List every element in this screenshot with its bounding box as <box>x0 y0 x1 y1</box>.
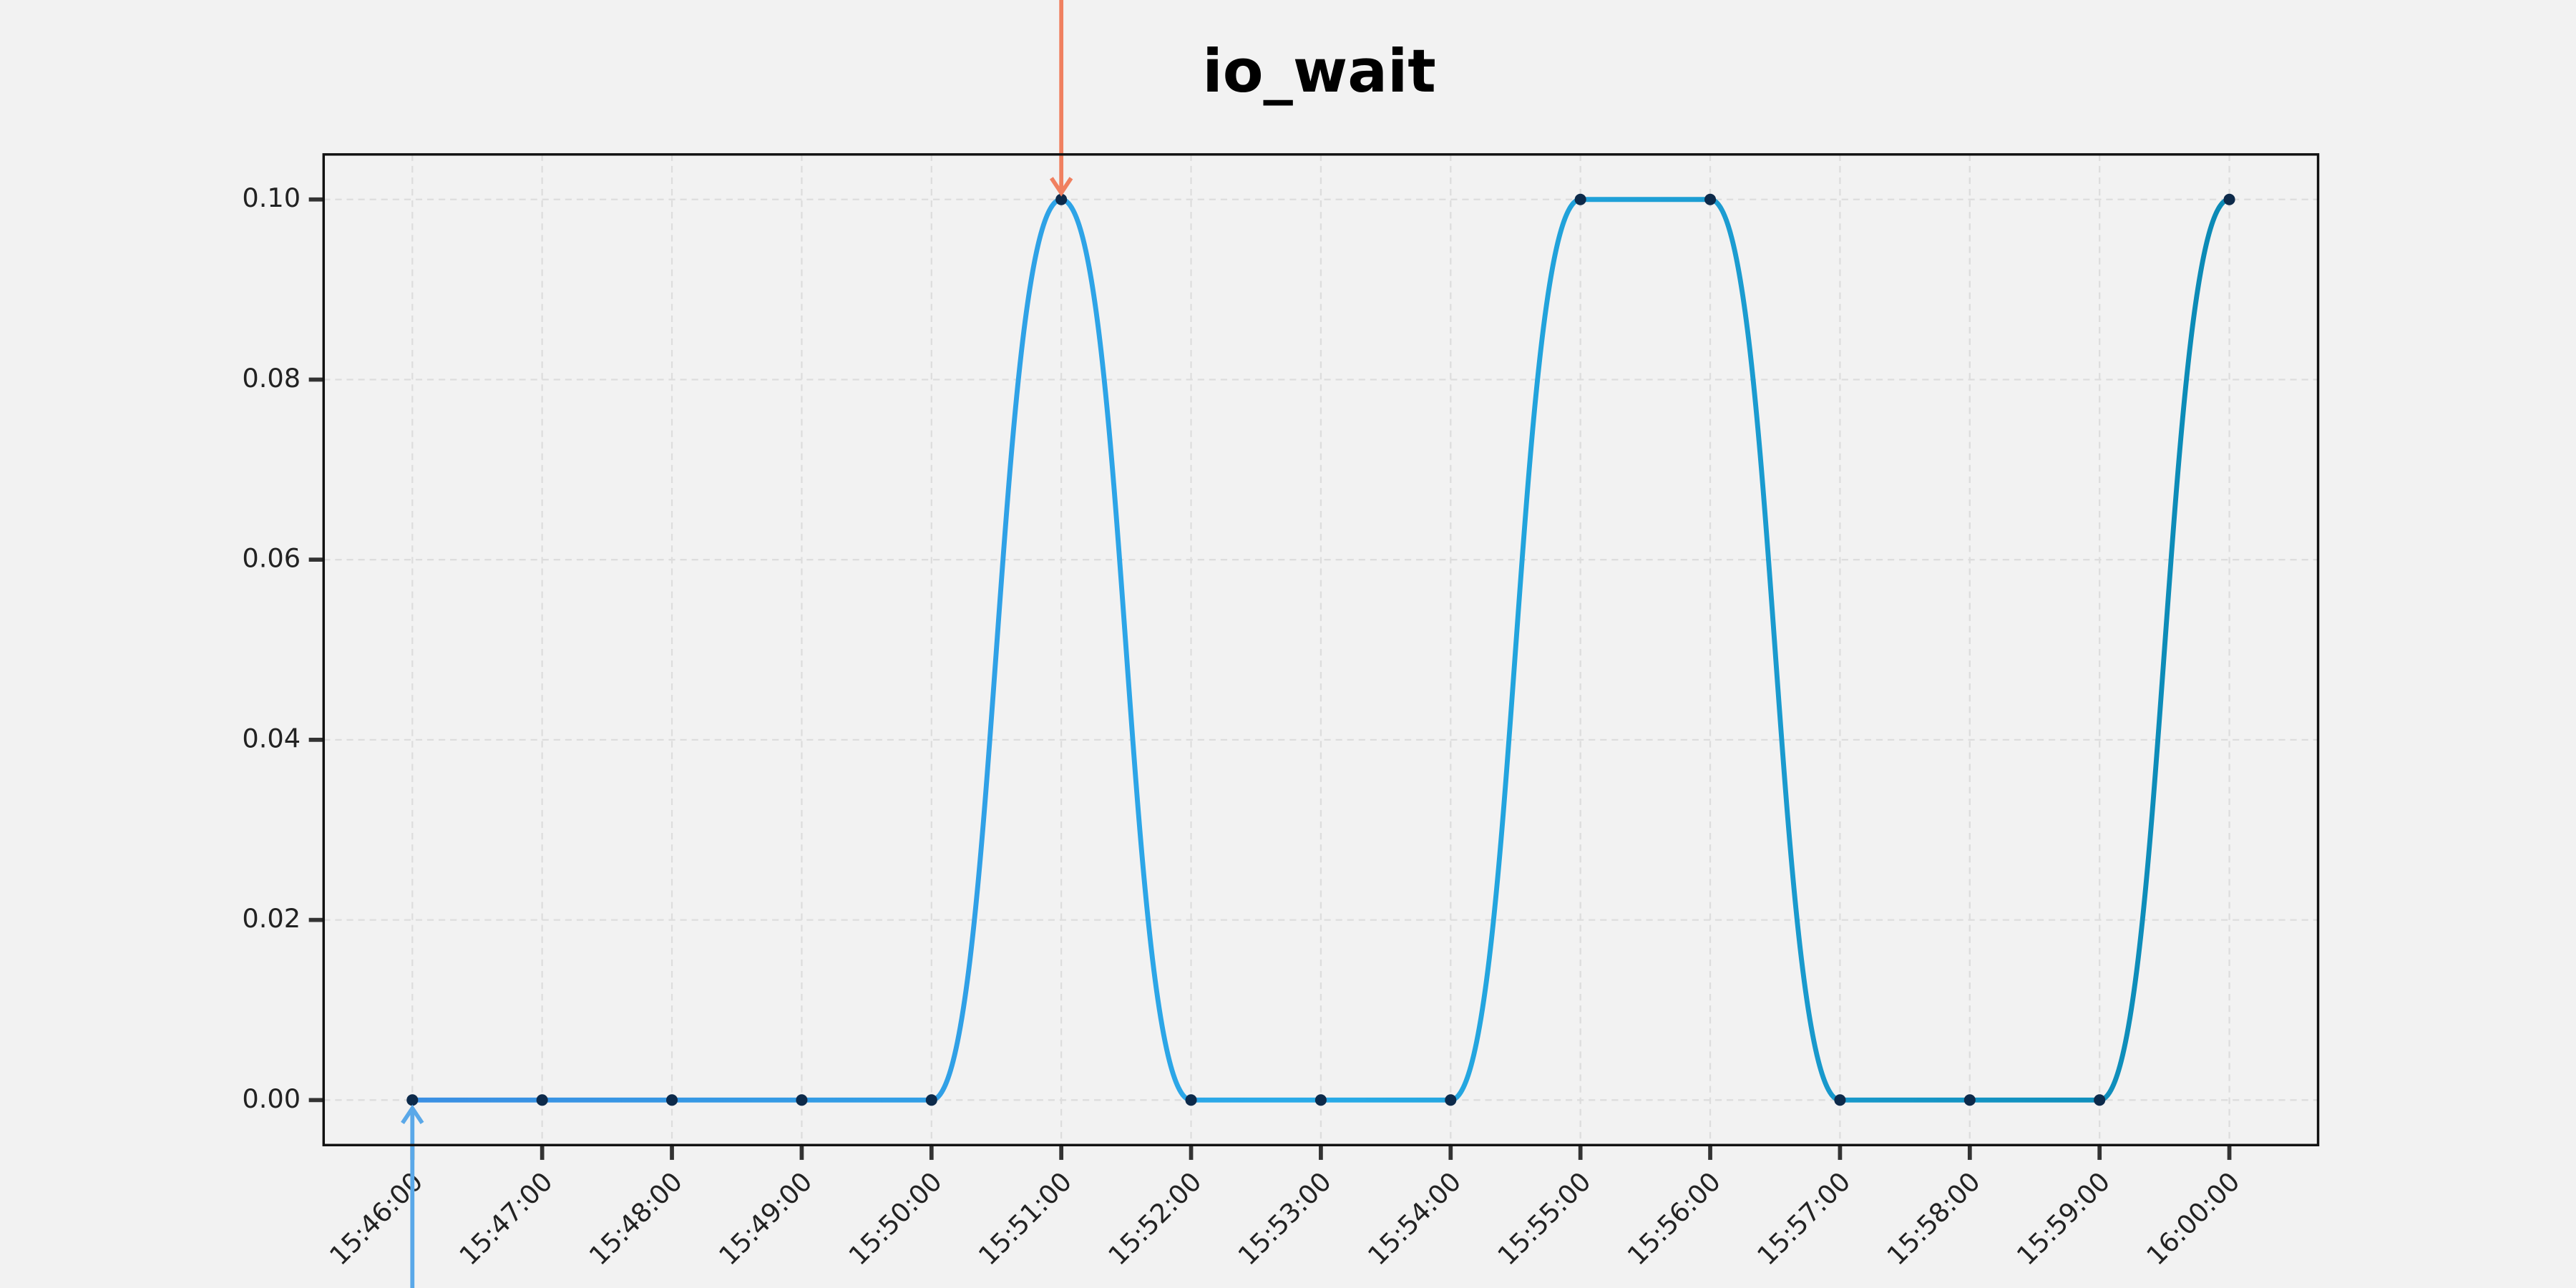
data-point <box>1445 1094 1457 1106</box>
data-point <box>1834 1094 1846 1106</box>
data-point <box>536 1094 548 1106</box>
plot-frame <box>322 153 2320 1146</box>
arrow-head <box>1049 177 1073 197</box>
data-point <box>925 1094 937 1106</box>
y-tick-label: 0.04 <box>242 723 301 753</box>
data-point <box>1055 193 1068 205</box>
y-tick-label: 0.02 <box>242 903 301 934</box>
data-point <box>2094 1094 2106 1106</box>
data-point <box>1185 1094 1197 1106</box>
chart-title: io_wait <box>1202 37 1435 106</box>
y-tick-label: 0.08 <box>242 363 301 394</box>
data-point <box>406 1094 419 1106</box>
data-point <box>665 1094 678 1106</box>
y-tick-label: 0.10 <box>242 182 301 213</box>
arrow-head <box>401 1104 424 1125</box>
y-tick-label: 0.06 <box>242 543 301 574</box>
data-point <box>1314 1094 1327 1106</box>
data-point <box>1704 193 1717 205</box>
data-point <box>1574 193 1586 205</box>
data-point <box>2223 193 2235 205</box>
y-tick-label: 0.00 <box>242 1083 301 1114</box>
data-point <box>796 1094 808 1106</box>
data-point <box>1963 1094 1976 1106</box>
